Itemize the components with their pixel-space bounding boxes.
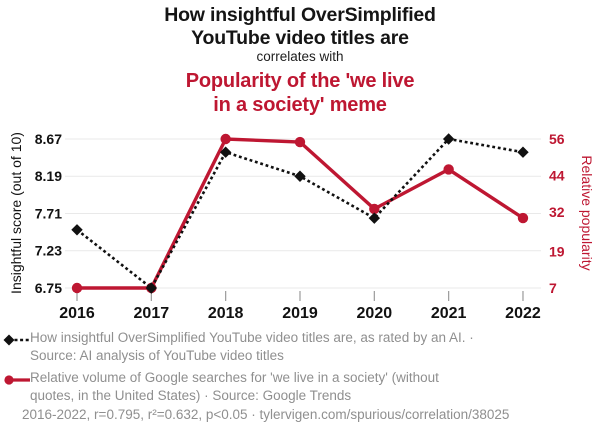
right-axis-tick-label: 7 [549,280,557,296]
relative-popularity-data-point [517,212,529,224]
legend-item-red-label: Relative volume of Google searches for '… [30,370,439,403]
chart-title-secondary: Popularity of the 'we live in a society'… [185,70,415,116]
legend-circle-icon [4,375,14,385]
insightful-score-data-point [368,212,381,224]
right-axis-tick-label: 56 [549,131,565,147]
left-axis-tick-label: 6.75 [35,280,62,296]
right-axis-title: Relative popularity [579,155,595,271]
x-axis-tick-label: 2022 [505,305,541,320]
red-series-legend-marker-icon [4,375,30,385]
chart-title-primary: How insightful OverSimplified YouTube vi… [164,4,436,49]
left-axis-tick-label: 7.71 [35,205,62,221]
left-axis-tick-label: 8.67 [35,131,62,147]
insightful-score-data-point [145,282,158,294]
legend-item-black-label: How insightful OverSimplified YouTube vi… [30,330,474,363]
insightful-score-data-point [219,146,232,158]
insightful-score-data-point [517,146,529,158]
x-axis-tick-label: 2019 [282,305,318,320]
footer-stats: 2016-2022, r=0.795, r²=0.632, p<0.05 · t… [22,407,510,422]
x-axis-tick-label: 2016 [59,305,95,320]
relative-popularity-data-point [294,136,306,148]
insightful-score-data-point [294,170,306,182]
right-axis-tick-label: 32 [549,204,565,220]
left-axis-tick-label: 7.23 [35,243,62,259]
relative-popularity-data-point [220,133,231,145]
x-axis-tick-label: 2017 [134,305,170,320]
relative-popularity-data-point [71,282,83,294]
right-axis-tick-label: 44 [549,167,565,183]
black-series-legend-marker-icon [3,334,30,346]
legend-diamond-icon [3,334,15,346]
right-axis-tick-label: 19 [549,243,565,259]
chart-canvas: 6.75 7.23 7.71 8.19 8.67 7 19 32 44 56 2016 2017 201… [35,131,565,320]
left-axis-title: Insightful score (out of 10) [8,132,24,294]
left-axis-tick-label: 8.19 [35,168,62,184]
x-axis-tick-label: 2018 [208,305,244,320]
relative-popularity-data-point [443,164,454,175]
x-axis-tick-label: 2021 [431,305,467,320]
x-axis-tick-label: 2020 [357,305,393,320]
chart-title-connector: correlates with [256,49,344,64]
relative-popularity-data-point [369,203,380,215]
